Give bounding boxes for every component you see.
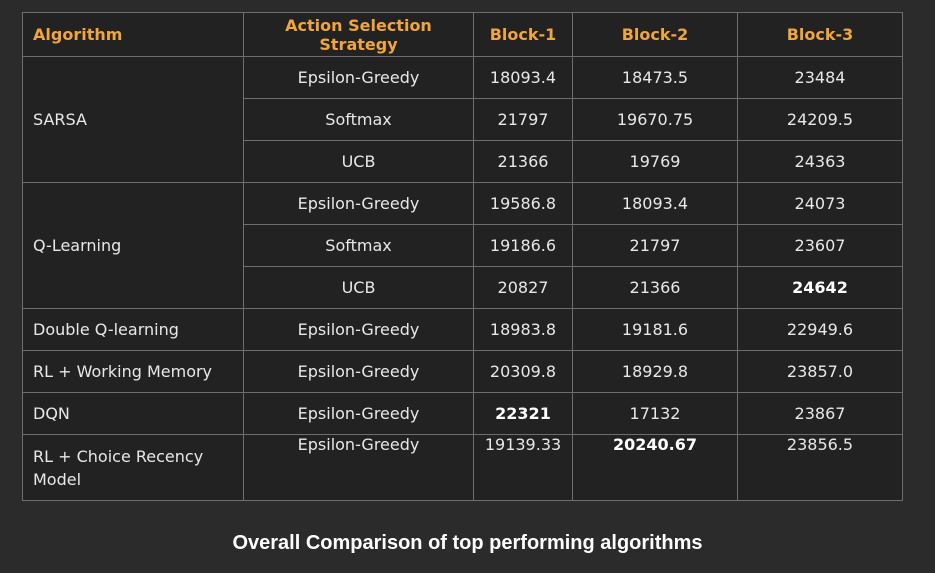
block-3-cell: 23607 <box>737 224 903 267</box>
table-row: UCB 20827 21366 24642 <box>23 266 903 309</box>
algorithm-cell: RL + Choice Recency Model <box>22 434 244 501</box>
block-3-cell: 23484 <box>737 56 903 99</box>
block-2-cell: 17132 <box>572 392 738 435</box>
table-row: Softmax 21797 19670.75 24209.5 <box>23 98 903 141</box>
strategy-cell: UCB <box>243 266 474 309</box>
block-3-cell: 23856.5 <box>737 434 903 501</box>
strategy-cell: Epsilon-Greedy <box>243 308 474 351</box>
block-1-cell: 19586.8 <box>473 182 573 225</box>
table-row: Q-Learning Epsilon-Greedy 19586.8 18093.… <box>22 182 903 309</box>
block-3-cell: 24073 <box>737 182 903 225</box>
table-row: Softmax 19186.6 21797 23607 <box>23 224 903 267</box>
header-block-2: Block-2 <box>572 12 738 57</box>
block-3-cell-best: 24642 <box>737 266 903 309</box>
block-1-cell-best: 22321 <box>473 392 573 435</box>
table-row: RL + Working Memory Epsilon-Greedy 20309… <box>22 350 903 393</box>
block-3-cell: 24209.5 <box>737 98 903 141</box>
algorithm-cell: RL + Working Memory <box>22 350 244 393</box>
block-2-cell: 19769 <box>572 140 738 183</box>
strategy-cell: Epsilon-Greedy <box>243 182 474 225</box>
block-2-cell-best: 20240.67 <box>572 434 738 501</box>
block-3-cell: 22949.6 <box>737 308 903 351</box>
block-1-cell: 20827 <box>473 266 573 309</box>
table-row: DQN Epsilon-Greedy 22321 17132 23867 <box>22 392 903 435</box>
strategy-cell: Epsilon-Greedy <box>243 434 474 501</box>
block-1-cell: 21366 <box>473 140 573 183</box>
header-row: Algorithm Action Selection Strategy Bloc… <box>22 12 903 57</box>
block-2-cell: 18473.5 <box>572 56 738 99</box>
algorithm-cell: DQN <box>22 392 244 435</box>
strategy-cell: Softmax <box>243 224 474 267</box>
header-block-1: Block-1 <box>473 12 573 57</box>
block-1-cell: 18093.4 <box>473 56 573 99</box>
block-1-cell: 19186.6 <box>473 224 573 267</box>
block-2-cell: 18093.4 <box>572 182 738 225</box>
block-3-cell: 23867 <box>737 392 903 435</box>
strategy-cell: Epsilon-Greedy <box>243 350 474 393</box>
table-row: UCB 21366 19769 24363 <box>23 140 903 183</box>
block-2-cell: 21797 <box>572 224 738 267</box>
block-1-cell: 18983.8 <box>473 308 573 351</box>
table-row: Double Q-learning Epsilon-Greedy 18983.8… <box>22 308 903 351</box>
strategy-cell: Epsilon-Greedy <box>243 56 474 99</box>
block-2-cell: 19181.6 <box>572 308 738 351</box>
table-row: SARSA Epsilon-Greedy 18093.4 18473.5 234… <box>22 56 903 183</box>
strategy-cell: UCB <box>243 140 474 183</box>
block-2-cell: 18929.8 <box>572 350 738 393</box>
algorithm-cell: Double Q-learning <box>22 308 244 351</box>
table-caption: Overall Comparison of top performing alg… <box>232 532 703 554</box>
block-2-cell: 19670.75 <box>572 98 738 141</box>
header-action-selection-strategy: Action Selection Strategy <box>243 12 474 57</box>
header-block-3: Block-3 <box>737 12 903 57</box>
block-1-cell: 20309.8 <box>473 350 573 393</box>
strategy-cell: Softmax <box>243 98 474 141</box>
algorithm-cell: SARSA <box>22 56 244 183</box>
block-1-cell: 21797 <box>473 98 573 141</box>
header-algorithm: Algorithm <box>22 12 244 57</box>
algorithm-cell: Q-Learning <box>22 182 244 309</box>
block-1-cell: 19139.33 <box>473 434 573 501</box>
block-3-cell: 24363 <box>737 140 903 183</box>
block-2-cell: 21366 <box>572 266 738 309</box>
table-row: RL + Choice Recency Model Epsilon-Greedy… <box>22 434 903 501</box>
results-table: Algorithm Action Selection Strategy Bloc… <box>22 12 903 501</box>
strategy-cell: Epsilon-Greedy <box>243 392 474 435</box>
block-3-cell: 23857.0 <box>737 350 903 393</box>
